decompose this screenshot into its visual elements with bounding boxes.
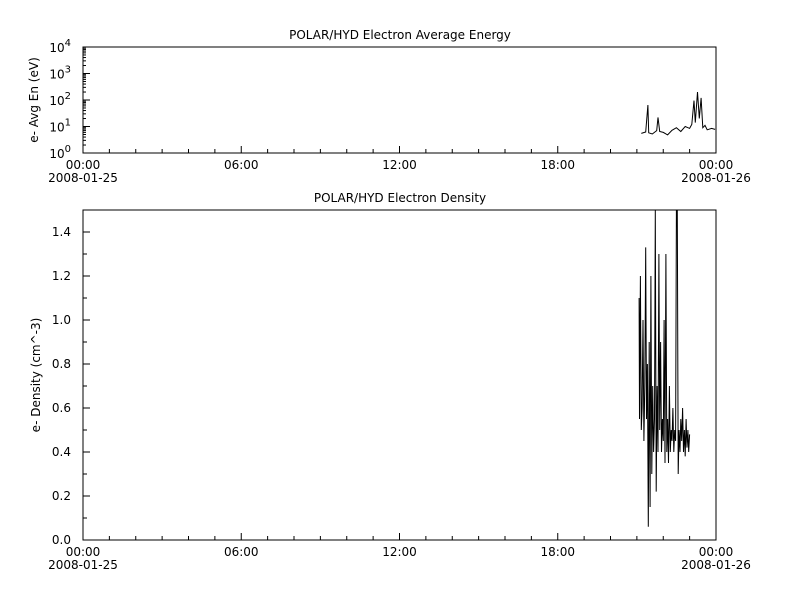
density-panel: POLAR/HYD Electron Density e- Density (c… bbox=[29, 191, 751, 572]
x-tick-time-label: 06:00 bbox=[224, 158, 259, 172]
x-tick-date-label: 2008-01-26 bbox=[681, 558, 751, 572]
energy-title: POLAR/HYD Electron Average Energy bbox=[289, 28, 511, 42]
energy-series-line bbox=[641, 91, 716, 136]
x-tick-time-label: 00:00 bbox=[66, 158, 101, 172]
x-tick-date-label: 2008-01-26 bbox=[681, 171, 751, 185]
y-tick-label: 1.4 bbox=[52, 225, 71, 239]
y-tick-label: 100 bbox=[49, 144, 71, 161]
y-tick-label: 104 bbox=[49, 38, 71, 55]
x-tick-time-label: 18:00 bbox=[540, 545, 575, 559]
y-tick-label: 0.4 bbox=[52, 445, 71, 459]
x-tick-time-label: 18:00 bbox=[540, 158, 575, 172]
y-tick-label: 0.2 bbox=[52, 489, 71, 503]
y-tick-label: 1.2 bbox=[52, 269, 71, 283]
x-tick-date-label: 2008-01-25 bbox=[48, 558, 118, 572]
energy-panel: POLAR/HYD Electron Average Energy e- Avg… bbox=[27, 28, 751, 185]
energy-y-axis-label: e- Avg En (eV) bbox=[27, 57, 41, 143]
y-tick-label: 1.0 bbox=[52, 313, 71, 327]
energy-series bbox=[641, 91, 716, 136]
y-tick-label: 101 bbox=[49, 118, 71, 135]
y-tick-label: 0.8 bbox=[52, 357, 71, 371]
y-tick-label: 102 bbox=[49, 91, 71, 108]
y-tick-label: 0.0 bbox=[52, 533, 71, 547]
x-tick-time-label: 06:00 bbox=[224, 545, 259, 559]
density-title: POLAR/HYD Electron Density bbox=[314, 191, 486, 205]
density-y-axis-label: e- Density (cm^-3) bbox=[29, 318, 43, 433]
density-y-axis: 0.0 0.2 0.4 0.6 0.8 1.0 1.2 1.4 bbox=[52, 225, 90, 547]
x-tick-time-label: 12:00 bbox=[382, 158, 417, 172]
x-tick-time-label: 00:00 bbox=[66, 545, 101, 559]
energy-y-axis: 100 101 102 103 104 bbox=[49, 38, 90, 161]
y-tick-label: 103 bbox=[49, 65, 71, 82]
y-tick-label: 0.6 bbox=[52, 401, 71, 415]
x-tick-time-label: 00:00 bbox=[699, 545, 734, 559]
density-series-line bbox=[638, 209, 691, 527]
x-tick-date-label: 2008-01-25 bbox=[48, 171, 118, 185]
x-tick-time-label: 00:00 bbox=[699, 158, 734, 172]
density-series bbox=[638, 209, 691, 527]
x-tick-time-label: 12:00 bbox=[382, 545, 417, 559]
